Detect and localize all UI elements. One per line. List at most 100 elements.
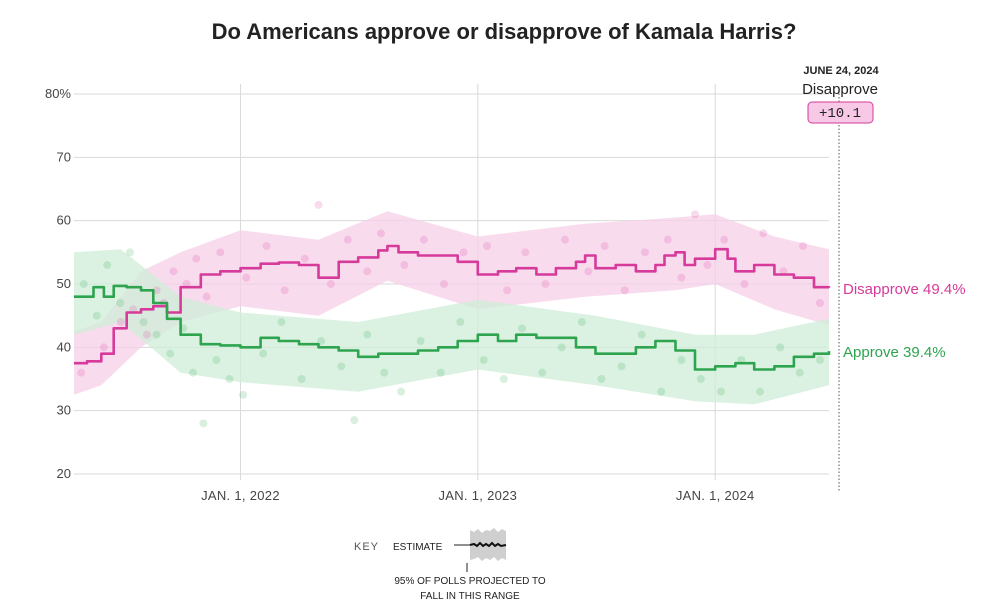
approve-poll-dot <box>436 368 445 377</box>
x-tick-label: JAN. 1, 2022 <box>201 488 280 503</box>
annotation-margin: +10.1 <box>819 106 861 122</box>
disapprove-poll-dot <box>116 318 125 326</box>
disapprove-poll-dot <box>326 280 335 288</box>
approve-poll-dot <box>166 349 175 358</box>
chart-title: Do Americans approve or disapprove of Ka… <box>212 19 797 44</box>
trend-lines <box>74 244 831 371</box>
approve-poll-dot <box>189 368 198 377</box>
approve-poll-dot <box>92 311 101 320</box>
disapprove-poll-dot <box>798 242 807 250</box>
disapprove-poll-dot <box>169 267 178 276</box>
approve-poll-dot <box>337 362 346 371</box>
key-estimate-label: ESTIMATE <box>393 542 443 553</box>
disapprove-poll-dot <box>419 235 428 244</box>
disapprove-poll-dot <box>459 248 468 257</box>
approve-poll-dot <box>677 356 686 364</box>
approve-poll-dot <box>416 337 425 345</box>
disapprove-poll-dot <box>640 248 649 257</box>
disapprove-poll-dot <box>560 235 569 244</box>
disapprove-poll-dot <box>620 286 629 295</box>
approve-line <box>74 284 831 371</box>
legend-key: KEY ESTIMATE 95% OF POLLS PROJECTED TO F… <box>354 528 546 602</box>
y-axis: 20 30 40 50 60 70 80% <box>45 86 71 481</box>
approve-poll-dot <box>139 318 148 326</box>
annotation-leader: Disapprove <box>802 81 878 98</box>
disapprove-poll-dot <box>216 248 225 257</box>
margin-badge <box>807 101 874 124</box>
y-tick-label: 60 <box>57 213 71 228</box>
disapprove-poll-dot <box>584 267 593 276</box>
disapprove-end-label: Disapprove 49.4% <box>843 281 966 298</box>
approve-poll-dot <box>456 318 465 326</box>
approve-poll-dot <box>199 419 208 428</box>
disapprove-poll-dot <box>740 280 749 288</box>
approve-poll-dot <box>499 375 508 383</box>
disapprove-poll-dot <box>376 229 385 238</box>
disapprove-poll-dot <box>192 254 201 263</box>
approve-poll-dot <box>380 368 389 377</box>
disapprove-poll-dot <box>99 343 108 352</box>
approve-poll-dot <box>239 390 248 399</box>
approve-poll-dot <box>518 324 527 333</box>
approve-poll-dot <box>116 299 125 307</box>
disapprove-poll-dot <box>77 368 86 377</box>
approve-poll-dot <box>152 330 161 339</box>
y-tick-label: 20 <box>57 466 71 481</box>
approve-poll-dot <box>756 387 765 396</box>
approve-poll-dot <box>479 356 488 364</box>
disapprove-band <box>74 211 829 395</box>
disapprove-poll-dot <box>720 235 729 244</box>
approve-poll-dot <box>297 375 306 383</box>
disapprove-poll-dot <box>600 242 609 250</box>
key-range-label-1: 95% OF POLLS PROJECTED TO <box>394 576 546 587</box>
disapprove-poll-dot <box>440 280 449 288</box>
y-tick-label: 80% <box>45 86 71 101</box>
x-tick-label: JAN. 1, 2024 <box>676 488 755 503</box>
approve-poll-dot <box>397 387 406 396</box>
disapprove-poll-dot <box>262 242 271 250</box>
approve-poll-dot <box>317 337 326 345</box>
disapprove-poll-dot <box>521 248 530 257</box>
key-range-label-2: FALL IN THIS RANGE <box>420 591 520 602</box>
disapprove-poll-dot <box>482 242 491 250</box>
approve-poll-dot <box>557 343 566 352</box>
approve-poll-dot <box>538 368 547 377</box>
disapprove-poll-dot <box>314 200 323 209</box>
disapprove-poll-dot <box>242 273 251 282</box>
x-axis: JAN. 1, 2022 JAN. 1, 2023 JAN. 1, 2024 <box>201 488 754 503</box>
approve-band <box>74 249 829 405</box>
approve-end-label: Approve 39.4% <box>843 344 946 361</box>
approve-poll-dot <box>696 375 705 383</box>
x-tick-label: JAN. 1, 2023 <box>438 488 517 503</box>
disapprove-poll-dot <box>677 273 686 282</box>
disapprove-poll-dot <box>691 210 700 219</box>
disapprove-poll-dot <box>202 292 211 301</box>
disapprove-poll-dot <box>815 299 824 307</box>
approve-poll-dot <box>776 343 785 352</box>
y-tick-label: 50 <box>57 276 71 291</box>
key-label: KEY <box>354 541 379 553</box>
disapprove-poll-dot <box>541 280 550 288</box>
disapprove-poll-dot <box>400 261 409 269</box>
y-tick-label: 30 <box>57 403 71 418</box>
approve-poll-dot <box>795 368 804 377</box>
approve-poll-dot <box>815 356 824 364</box>
approve-poll-dot <box>79 280 88 288</box>
disapprove-poll-dot <box>703 261 712 269</box>
approve-poll-dot <box>717 387 726 396</box>
current-date-annotation: JUNE 24, 2024 Disapprove +10.1 <box>802 65 879 492</box>
approve-poll-dot <box>125 248 134 257</box>
disapprove-poll-dot <box>759 229 768 238</box>
approve-poll-dot <box>212 356 221 364</box>
y-tick-label: 70 <box>57 149 71 164</box>
approve-poll-dot <box>657 387 666 396</box>
approve-poll-dot <box>363 330 372 339</box>
disapprove-poll-dot <box>300 254 309 263</box>
key-estimate-line <box>469 541 507 548</box>
disapprove-poll-dot <box>663 235 672 244</box>
end-labels: Disapprove 49.4% Approve 39.4% <box>843 281 966 361</box>
disapprove-poll-dot <box>503 286 512 295</box>
approve-poll-dot <box>350 416 359 425</box>
disapprove-line <box>74 244 831 365</box>
